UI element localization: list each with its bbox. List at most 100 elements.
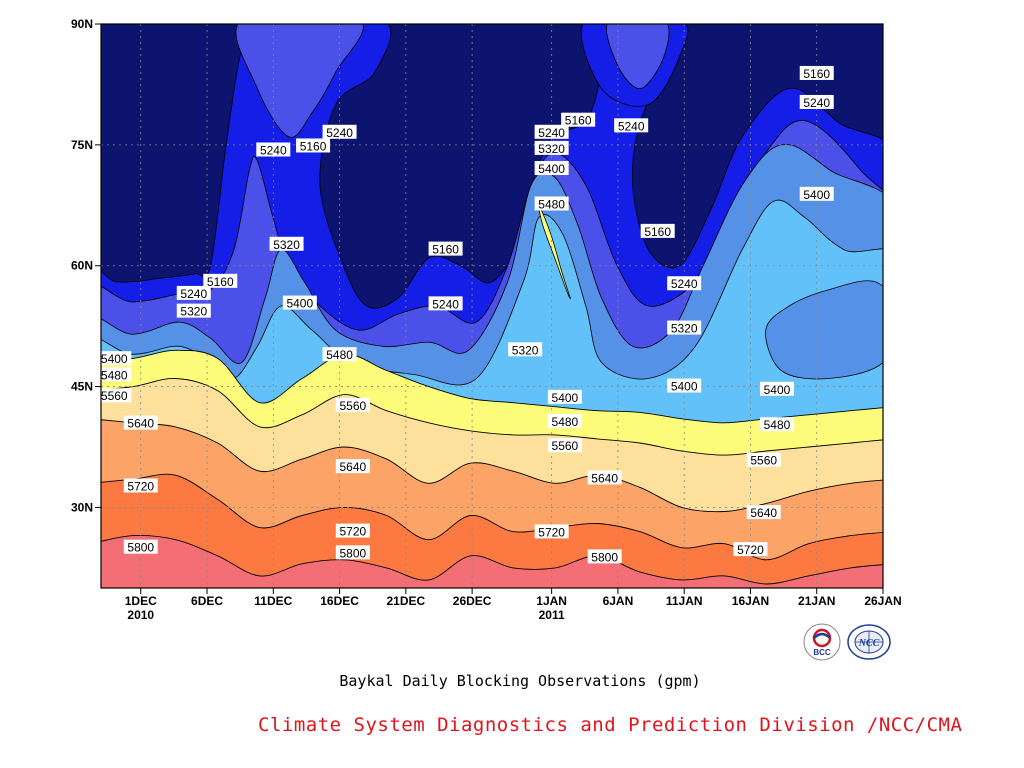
x-tick-label: 11JAN — [666, 594, 703, 608]
contour-label: 5160 — [640, 223, 675, 239]
fill-5240-upper — [235, 24, 364, 138]
x-tick-label: 6JAN — [603, 594, 634, 608]
contour-label-bg — [176, 303, 211, 318]
contour-label: 5400 — [101, 351, 132, 366]
contour-label-bg — [428, 296, 463, 311]
ncc-logo: NCC — [847, 624, 891, 660]
contour-label-text: 5400 — [803, 188, 830, 202]
contour-label-text: 5800 — [591, 550, 618, 564]
contour-label: 5240 — [799, 94, 834, 110]
contour-label-text: 5400 — [764, 383, 791, 397]
contour-label: 5640 — [587, 470, 622, 485]
contour-label-text: 5160 — [803, 67, 830, 81]
contour-label-bg — [508, 342, 543, 357]
contour-label-bg — [587, 549, 622, 564]
contour-label-text: 5400 — [286, 297, 313, 311]
contour-label: 5320 — [508, 342, 543, 357]
contour-label: 5480 — [534, 196, 569, 211]
contour-label-text: 5480 — [101, 368, 128, 382]
contour-label-text: 5240 — [260, 143, 287, 157]
contour-label-text: 5560 — [101, 389, 128, 403]
y-axis: 30N 45N 60N 75N 90N — [71, 17, 101, 514]
contour-label: 5720 — [123, 478, 158, 493]
contour-label: 5240 — [176, 285, 211, 301]
contour-label-bg — [746, 452, 781, 467]
contour-label-bg — [733, 542, 768, 557]
contour-label-bg — [269, 236, 304, 251]
contour-label-bg — [534, 196, 569, 211]
plot-area: 5800572056405560548054005320524051605240… — [101, 24, 883, 588]
contour-label-text: 5240 — [326, 126, 353, 140]
contour-label-text: 5320 — [512, 343, 539, 357]
chart-caption: Baykal Daily Blocking Observations (gpm) — [339, 672, 701, 690]
contour-label: 5800 — [587, 549, 622, 564]
contour-label: 5800 — [335, 545, 370, 560]
contour-label: 5240 — [614, 118, 649, 133]
contour-label: 5560 — [746, 452, 781, 468]
contour-label-bg — [176, 285, 211, 300]
contour-label-text: 5560 — [339, 399, 366, 413]
contour-label-bg — [534, 124, 569, 139]
bcc-logo-text: BCC — [813, 648, 831, 657]
contour-label: 5480 — [101, 367, 132, 382]
contour-label-bg — [123, 415, 158, 430]
contour-label-bg — [534, 140, 569, 155]
contour-label-bg — [203, 273, 238, 288]
contour-label: 5560 — [547, 438, 582, 453]
contour-label: 5240 — [534, 124, 569, 140]
bcc-logo: BCC — [803, 623, 841, 661]
y-tick-label: 60N — [71, 259, 93, 273]
contour-label-text: 5240 — [618, 119, 645, 133]
contour-label-bg — [667, 320, 702, 335]
contour-label-text: 5160 — [300, 139, 327, 153]
contour-label-bg — [101, 388, 132, 403]
contour-label-text: 5400 — [538, 162, 565, 176]
contour-label-bg — [322, 347, 357, 362]
contour-label-text: 5240 — [538, 126, 565, 140]
contour-label-text: 5560 — [552, 439, 579, 453]
contour-label-text: 5320 — [538, 142, 565, 156]
contour-label-text: 5560 — [750, 454, 777, 468]
contour-label-text: 5160 — [207, 275, 234, 289]
contour-label: 5160 — [296, 138, 331, 153]
contour-label: 5640 — [335, 459, 370, 474]
contour-label-bg — [101, 367, 132, 382]
contour-label-text: 5240 — [180, 287, 207, 301]
contour-label-text: 5240 — [803, 96, 830, 110]
contour-label-text: 5800 — [127, 541, 154, 555]
contour-label-bg — [428, 241, 463, 256]
contour-label: 5640 — [746, 505, 781, 520]
contour-label: 5560 — [101, 388, 132, 403]
contour-label-text: 5160 — [565, 114, 592, 128]
contour-label-text: 5400 — [671, 380, 698, 394]
contour-label-text: 5640 — [127, 417, 154, 431]
contour-label: 5320 — [534, 140, 569, 156]
contour-label-text: 5720 — [127, 479, 154, 493]
contour-label-bg — [101, 351, 132, 366]
contour-label-bg — [296, 138, 331, 153]
contour-label: 5480 — [547, 414, 582, 429]
y-tick-label: 75N — [71, 138, 93, 152]
contour-label-bg — [547, 438, 582, 453]
contour-label: 5720 — [335, 523, 370, 539]
contour-label-bg — [614, 118, 649, 133]
contour-label: 5240 — [256, 142, 291, 157]
contour-label-text: 5400 — [552, 391, 579, 405]
contour-label-text: 5480 — [326, 348, 353, 362]
contour-label-bg — [667, 276, 702, 291]
x-tick-label: 16DEC — [320, 594, 359, 608]
contour-label-bg — [547, 414, 582, 429]
contour-label: 5240 — [667, 276, 702, 291]
contour-label: 5320 — [176, 303, 211, 319]
fill-5320-loop-right — [765, 280, 883, 380]
contour-label: 5160 — [799, 65, 834, 81]
contour-label-bg — [799, 94, 834, 109]
x-tick-label: 1JAN — [536, 594, 567, 608]
contour-label-text: 5240 — [671, 277, 698, 291]
contour-label-bg — [799, 65, 834, 80]
ncc-logo-text: NCC — [858, 638, 880, 649]
contour-label-text: 5640 — [339, 460, 366, 474]
contour-label-bg — [561, 112, 596, 127]
contour-label: 5400 — [282, 295, 317, 311]
contour-label-bg — [534, 524, 569, 539]
